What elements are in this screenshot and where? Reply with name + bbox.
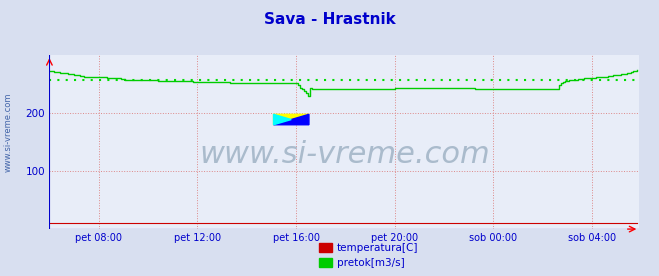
Text: Sava - Hrastnik: Sava - Hrastnik [264, 12, 395, 27]
Text: www.si-vreme.com: www.si-vreme.com [3, 93, 13, 172]
Legend: temperatura[C], pretok[m3/s]: temperatura[C], pretok[m3/s] [320, 243, 418, 268]
Polygon shape [273, 114, 309, 125]
Polygon shape [273, 114, 291, 125]
Polygon shape [273, 114, 309, 125]
Text: www.si-vreme.com: www.si-vreme.com [199, 140, 490, 169]
